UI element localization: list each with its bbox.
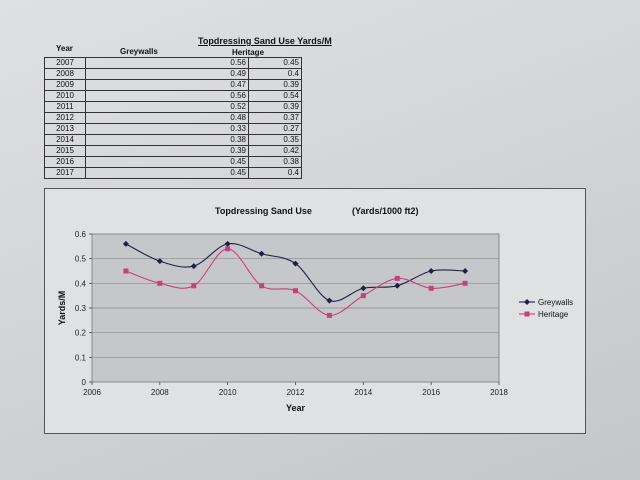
table-cell-year: 2013 xyxy=(44,123,86,135)
table-cell-greywalls: 0.56 xyxy=(85,90,249,102)
legend-label-greywalls: Greywalls xyxy=(538,298,573,307)
x-tick-label: 2014 xyxy=(354,388,372,397)
y-axis-label: Yards/M xyxy=(57,291,67,326)
table-cell-heritage: 0.4 xyxy=(248,68,302,80)
table-cell-year: 2014 xyxy=(44,134,86,146)
y-tick-label: 0.5 xyxy=(75,255,87,264)
y-tick-label: 0.3 xyxy=(75,304,87,313)
data-point-greywalls xyxy=(394,282,401,289)
table-cell-heritage: 0.39 xyxy=(248,79,302,91)
table-cell-heritage: 0.45 xyxy=(248,57,302,69)
table-cell-year: 2016 xyxy=(44,156,86,168)
table-cell-greywalls: 0.56 xyxy=(85,57,249,69)
table-header-heritage: Heritage xyxy=(232,48,265,57)
data-point-greywalls xyxy=(190,263,197,270)
data-point-greywalls xyxy=(428,268,435,274)
data-table: 2007 0.56 0.45 2008 0.49 0.4 2009 0.47 0.39 2010 0… xyxy=(44,57,302,179)
table-header-greywalls: Greywalls xyxy=(120,47,158,56)
data-point-heritage xyxy=(428,285,434,291)
data-point-heritage xyxy=(191,283,197,289)
table-cell-year: 2015 xyxy=(44,145,86,157)
table-cell-greywalls: 0.52 xyxy=(85,101,249,113)
table-cell-heritage: 0.42 xyxy=(248,145,302,157)
table-title: Topdressing Sand Use Yards/M xyxy=(198,36,332,46)
x-axis-label: Year xyxy=(286,403,306,413)
data-point-greywalls xyxy=(326,297,333,304)
x-tick-label: 2018 xyxy=(490,388,508,397)
table-cell-greywalls: 0.48 xyxy=(85,112,249,124)
table-cell-heritage: 0.38 xyxy=(248,156,302,168)
table-row: 2014 0.38 0.35 xyxy=(44,134,302,146)
table-cell-greywalls: 0.39 xyxy=(85,145,249,157)
data-point-greywalls xyxy=(258,250,265,257)
table-row: 2011 0.52 0.39 xyxy=(44,101,302,113)
table-cell-greywalls: 0.33 xyxy=(85,123,249,135)
x-tick-label: 2012 xyxy=(287,388,305,397)
data-point-heritage xyxy=(157,280,163,286)
legend-marker-greywalls xyxy=(524,299,530,305)
legend-marker-heritage xyxy=(524,311,530,317)
data-point-greywalls xyxy=(360,285,367,292)
table-cell-heritage: 0.37 xyxy=(248,112,302,124)
data-point-heritage xyxy=(123,268,129,274)
table-cell-year: 2012 xyxy=(44,112,86,124)
data-point-greywalls xyxy=(224,240,231,247)
data-point-heritage xyxy=(462,280,468,286)
table-row: 2015 0.39 0.42 xyxy=(44,145,302,157)
table-row: 2010 0.56 0.54 xyxy=(44,90,302,102)
data-point-greywalls xyxy=(156,258,163,265)
table-cell-greywalls: 0.45 xyxy=(85,156,249,168)
table-cell-heritage: 0.4 xyxy=(248,167,302,179)
table-cell-heritage: 0.54 xyxy=(248,90,302,102)
y-tick-label: 0.2 xyxy=(75,329,87,338)
table-row: 2008 0.49 0.4 xyxy=(44,68,302,80)
table-row: 2013 0.33 0.27 xyxy=(44,123,302,135)
y-tick-label: 0.1 xyxy=(75,353,87,362)
data-point-heritage xyxy=(360,293,366,299)
table-row: 2017 0.45 0.4 xyxy=(44,167,302,179)
data-point-greywalls xyxy=(462,268,469,274)
table-cell-year: 2017 xyxy=(44,167,86,179)
table-cell-greywalls: 0.47 xyxy=(85,79,249,91)
y-tick-label: 0.4 xyxy=(75,279,87,288)
data-point-heritage xyxy=(225,246,231,252)
x-tick-label: 2006 xyxy=(83,388,101,397)
table-cell-greywalls: 0.38 xyxy=(85,134,249,146)
chart-container: 0 0.1 0.2 0.3 0.4 0.5 0.6 2006 2008 2010 2012 2014 2… xyxy=(44,188,586,434)
data-point-greywalls xyxy=(292,260,299,267)
table-cell-heritage: 0.39 xyxy=(248,101,302,113)
table-cell-year: 2008 xyxy=(44,68,86,80)
table-cell-heritage: 0.27 xyxy=(248,123,302,135)
x-tick-label: 2016 xyxy=(422,388,440,397)
data-point-greywalls xyxy=(122,240,129,247)
table-row: 2007 0.56 0.45 xyxy=(44,57,302,69)
x-tick-label: 2008 xyxy=(151,388,169,397)
chart-title: Topdressing Sand Use xyxy=(215,206,312,216)
x-tick-label: 2010 xyxy=(219,388,237,397)
table-cell-heritage: 0.35 xyxy=(248,134,302,146)
data-point-heritage xyxy=(326,312,332,318)
line-chart: 0 0.1 0.2 0.3 0.4 0.5 0.6 2006 2008 2010 2012 2014 2… xyxy=(57,206,573,413)
y-tick-label: 0.6 xyxy=(75,230,87,239)
table-cell-year: 2011 xyxy=(44,101,86,113)
table-cell-greywalls: 0.45 xyxy=(85,167,249,179)
data-point-heritage xyxy=(293,288,298,294)
table-cell-year: 2009 xyxy=(44,79,86,91)
data-point-heritage xyxy=(259,283,265,289)
table-cell-year: 2010 xyxy=(44,90,86,102)
table-row: 2016 0.45 0.38 xyxy=(44,156,302,168)
table-cell-greywalls: 0.49 xyxy=(85,68,249,80)
table-row: 2009 0.47 0.39 xyxy=(44,79,302,91)
table-cell-year: 2007 xyxy=(44,57,86,69)
table-row: 2012 0.48 0.37 xyxy=(44,112,302,124)
y-tick-label: 0 xyxy=(82,378,87,387)
data-point-heritage xyxy=(394,275,400,281)
legend-label-heritage: Heritage xyxy=(538,310,569,319)
chart-subtitle: (Yards/1000 ft2) xyxy=(352,206,419,216)
table-header-year: Year xyxy=(56,44,73,53)
